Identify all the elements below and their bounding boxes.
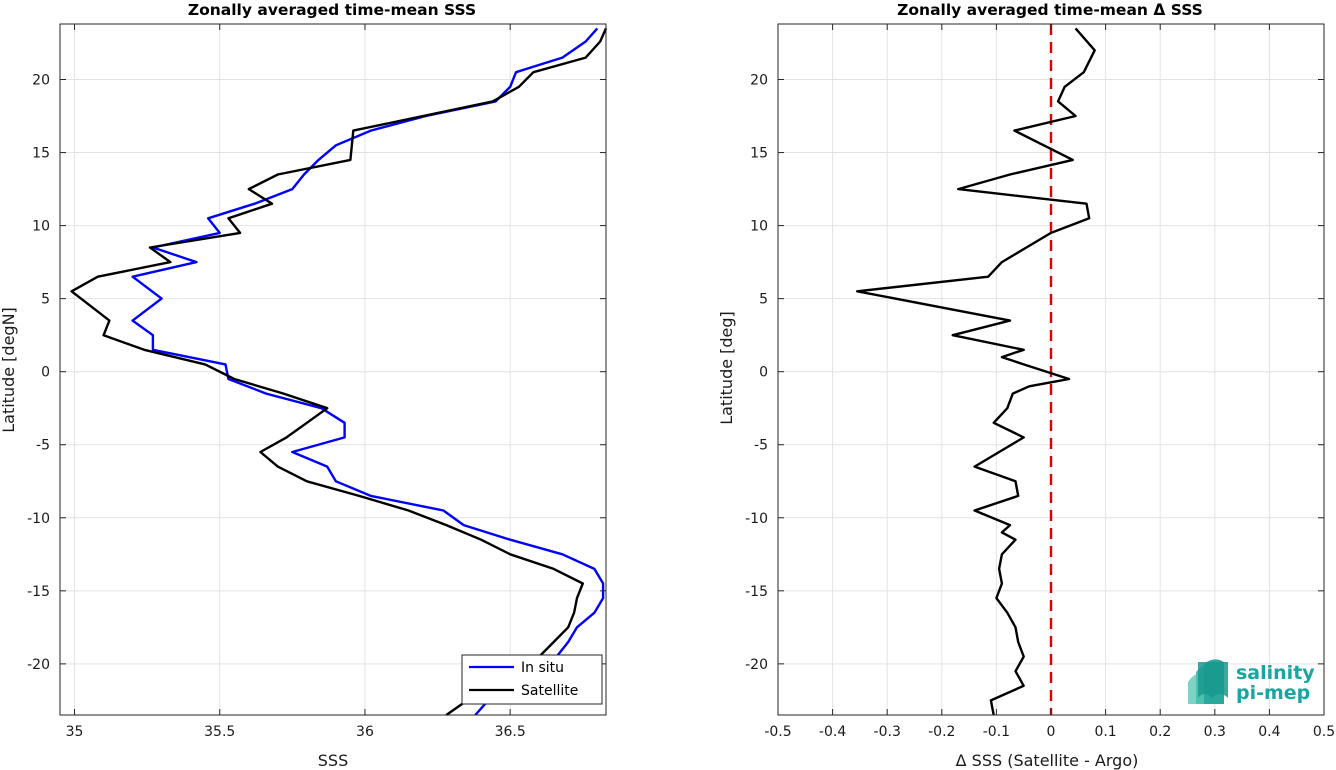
delta-sss-y-tick-label: 0 (759, 365, 768, 381)
delta-sss-x-tick-label: 0 (1047, 724, 1056, 740)
legend-label-in-situ: In situ (521, 660, 564, 676)
sss-panel: Zonally averaged time-mean SSS 35 35.5 36 3… (0, 1, 608, 770)
delta-sss-x-tick-label: -0.4 (819, 724, 846, 740)
sss-series-line-satellite (70, 27, 608, 716)
delta-sss-x-ticks: -0.5 -0.4 -0.3 -0.2 -0.1 0 0.1 0.2 0.3 0.4 0.5 (764, 24, 1335, 740)
delta-sss-panel: Zonally averaged time-mean Δ SSS -0.5 -0.… (717, 1, 1335, 770)
delta-sss-x-tick-label: -0.3 (874, 724, 901, 740)
delta-sss-y-tick-label: -20 (745, 657, 768, 673)
delta-sss-x-tick-label: 0.4 (1258, 724, 1280, 740)
delta-sss-y-tick-label: 20 (750, 73, 768, 89)
delta-sss-y-tick-label: -5 (754, 438, 768, 454)
sss-x-label: SSS (318, 751, 348, 770)
delta-sss-x-tick-label: 0.5 (1313, 724, 1335, 740)
sss-grid (60, 24, 606, 715)
delta-sss-y-tick-label: 15 (750, 146, 768, 162)
sss-y-tick-label: 10 (32, 219, 50, 235)
sss-x-ticks: 35 35.5 36 36.5 (66, 24, 526, 740)
delta-sss-x-tick-label: 0.2 (1149, 724, 1171, 740)
delta-sss-x-tick-label: -0.2 (928, 724, 955, 740)
delta-sss-x-tick-label: -0.1 (983, 724, 1010, 740)
delta-sss-y-tick-label: -10 (745, 511, 768, 527)
sss-y-tick-label: 5 (41, 292, 50, 308)
logo-text-salinity: salinity (1236, 662, 1315, 684)
delta-sss-x-label: Δ SSS (Satellite - Argo) (956, 751, 1139, 770)
delta-sss-x-tick-label: 0.1 (1094, 724, 1116, 740)
logo-waves-icon (1188, 659, 1228, 704)
sss-y-tick-label: 15 (32, 146, 50, 162)
sss-series-group (70, 27, 608, 716)
delta-sss-y-tick-label: -15 (745, 584, 768, 600)
sss-y-tick-label: -15 (27, 584, 50, 600)
sss-x-tick-label: 35.5 (204, 724, 235, 740)
sss-axes-box (59, 23, 607, 716)
sss-x-tick-label: 36 (356, 724, 374, 740)
sss-series-line-in-situ (131, 27, 605, 716)
delta-sss-title: Zonally averaged time-mean Δ SSS (897, 1, 1203, 19)
sss-x-tick-label: 36.5 (495, 724, 526, 740)
logo-text-pi-mep: pi-mep (1236, 682, 1310, 704)
legend-box (461, 654, 603, 705)
sss-x-tick-label: 35 (66, 724, 84, 740)
delta-sss-y-tick-label: 5 (759, 292, 768, 308)
sss-y-tick-label: 0 (41, 365, 50, 381)
delta-sss-x-tick-label: -0.5 (764, 724, 791, 740)
sss-y-tick-label: -5 (36, 438, 50, 454)
delta-sss-y-tick-label: 10 (750, 219, 768, 235)
delta-sss-y-label: Latitude [deg] (717, 311, 736, 425)
sss-y-tick-label: -20 (27, 657, 50, 673)
delta-sss-y-ticks: -20 -15 -10 -5 0 5 10 15 20 (745, 73, 1324, 673)
delta-sss-x-tick-label: 0.3 (1204, 724, 1226, 740)
sss-y-ticks: -20 -15 -10 -5 0 5 10 15 20 (27, 73, 606, 673)
sss-y-tick-label: 20 (32, 73, 50, 89)
sss-title: Zonally averaged time-mean SSS (188, 1, 476, 19)
salinity-pi-mep-logo: salinity pi-mep (1188, 659, 1315, 704)
legend-label-satellite: Satellite (521, 683, 578, 699)
legend: In situ Satellite (461, 654, 603, 705)
sss-y-label: Latitude [degN] (0, 307, 18, 433)
delta-sss-series-group (856, 27, 1096, 716)
delta-sss-series-line-delta (856, 27, 1096, 716)
sss-y-tick-label: -10 (27, 511, 50, 527)
